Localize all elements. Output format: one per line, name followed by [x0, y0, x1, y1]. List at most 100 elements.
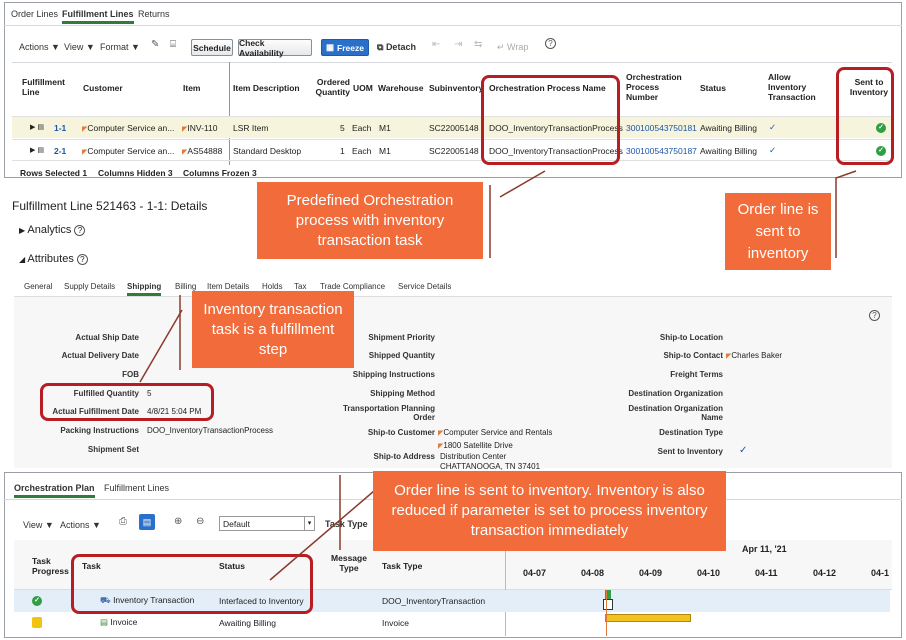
- quantity-cell: 5: [340, 123, 345, 133]
- orchestration-actions-menu[interactable]: Actions ▼: [60, 520, 101, 530]
- gantt-day-label: 04-09: [639, 568, 663, 578]
- tab-tax[interactable]: Tax: [294, 282, 307, 291]
- packing-instructions-label: Packing Instructions: [60, 426, 139, 435]
- wrap-button[interactable]: ↵ Wrap: [497, 42, 528, 53]
- grid-view-icon[interactable]: ▤: [139, 514, 155, 530]
- zoom-in-icon[interactable]: ⊕: [174, 516, 183, 527]
- header-task[interactable]: Task: [82, 561, 101, 571]
- help-icon[interactable]: ?: [74, 225, 86, 236]
- rows-selected: Rows Selected 1: [20, 168, 88, 178]
- header-allow-inventory-transaction[interactable]: Allow Inventory Transaction: [768, 72, 816, 102]
- tab-fulfillment-lines[interactable]: Fulfillment Lines: [62, 9, 134, 24]
- tab-service-details[interactable]: Service Details: [398, 282, 452, 291]
- column-left-icon[interactable]: ⇤: [432, 39, 441, 50]
- zoom-out-icon[interactable]: ⊖: [196, 516, 205, 527]
- tab-general[interactable]: General: [24, 282, 53, 291]
- view-select[interactable]: Default ▾: [219, 516, 315, 531]
- header-task-status[interactable]: Status: [219, 561, 245, 571]
- description-cell: LSR Item: [233, 123, 269, 133]
- process-number-link[interactable]: 300100543750187: [626, 146, 697, 156]
- customer-value: Computer Service an...: [87, 123, 175, 133]
- analytics-section[interactable]: ▶ Analytics ?: [19, 224, 86, 236]
- tab-billing[interactable]: Billing: [175, 282, 197, 291]
- tab-orchestration-fulfillment-lines[interactable]: Fulfillment Lines: [104, 483, 170, 493]
- header-task-progress[interactable]: Task Progress: [32, 556, 69, 576]
- column-swap-icon[interactable]: ⇆: [474, 39, 483, 50]
- process-number-link[interactable]: 300100543750181: [626, 123, 697, 133]
- header-status[interactable]: Status: [700, 83, 726, 93]
- header-fulfillment-line[interactable]: Fulfillment Line: [22, 77, 65, 97]
- tab-order-lines[interactable]: Order Lines: [11, 9, 59, 19]
- tab-item-details[interactable]: Item Details: [207, 282, 250, 291]
- table-row[interactable]: ▶ ▤ 1-1 ◤Computer Service an... ◤INV-110…: [12, 116, 892, 138]
- header-item-description[interactable]: Item Description: [233, 83, 300, 93]
- gantt-day-label: 04-08: [581, 568, 605, 578]
- column-right-icon[interactable]: ⇥: [454, 39, 463, 50]
- highlight-process-name: [481, 75, 620, 165]
- callout-fulfillment-step: Inventory transaction task is a fulfillm…: [192, 291, 354, 368]
- ship-to-customer-value: ◤Computer Service and Rentals: [438, 428, 552, 437]
- actual-delivery-date-label: Actual Delivery Date: [61, 351, 139, 360]
- help-icon[interactable]: ?: [869, 310, 880, 321]
- export-icon[interactable]: ⌸: [170, 39, 176, 50]
- fulfillment-line-link[interactable]: 2-1: [54, 146, 67, 156]
- pending-status-icon: [32, 617, 42, 628]
- help-icon[interactable]: ?: [545, 38, 556, 49]
- header-sent-to-inventory[interactable]: Sent to Inventory: [849, 77, 889, 97]
- tab-holds[interactable]: Holds: [262, 282, 283, 291]
- quantity-cell: 1: [340, 146, 345, 156]
- expand-arrow-icon: ◢: [19, 255, 28, 264]
- item-value: INV-110: [187, 123, 218, 133]
- gantt-month-label: Apr 11, '21: [742, 544, 787, 554]
- header-task-type[interactable]: Task Type: [382, 561, 423, 571]
- table-row[interactable]: ▶ ▤ 2-1 ◤Computer Service an... ◤AS54888…: [12, 139, 892, 161]
- table-row[interactable]: ▤ Invoice Awaiting Billing Invoice: [14, 612, 890, 634]
- row-expand-icon[interactable]: ▶ ▤: [30, 124, 44, 131]
- flag-icon: ◤: [438, 443, 444, 450]
- format-menu[interactable]: Format ▼: [100, 42, 140, 52]
- header-orchestration-process-name[interactable]: Orchestration Process Name: [489, 83, 606, 93]
- header-ordered-quantity[interactable]: Ordered Quantity: [315, 77, 350, 97]
- tab-returns[interactable]: Returns: [138, 9, 170, 19]
- table-row[interactable]: ✓ ⛟ Inventory Transaction Interfaced to …: [14, 590, 890, 612]
- task-status-cell: Awaiting Billing: [219, 618, 277, 628]
- schedule-button[interactable]: Schedule: [191, 39, 233, 56]
- tab-shipping[interactable]: Shipping: [127, 282, 162, 296]
- print-icon[interactable]: ⎙: [119, 516, 127, 527]
- details-title: Fulfillment Line 521463 - 1-1: Details: [12, 199, 208, 213]
- callout-sent-to-inventory: Order line is sent to inventory: [725, 193, 831, 270]
- gantt-day-label: 04-11: [755, 568, 778, 578]
- gantt-divider: [505, 540, 506, 636]
- tab-supply-details[interactable]: Supply Details: [64, 282, 116, 291]
- header-orchestration-process-number[interactable]: Orchestration Process Number: [626, 72, 682, 102]
- gantt-milestone: [605, 590, 611, 599]
- address-line-3: CHATTANOOGA, TN 37401: [440, 462, 541, 471]
- help-icon[interactable]: ?: [76, 254, 88, 265]
- check-availability-button[interactable]: Check Availability: [238, 38, 312, 58]
- header-customer[interactable]: Customer: [83, 83, 123, 93]
- item-cell: ◤AS54888: [182, 146, 222, 156]
- fulfillment-line-link[interactable]: 1-1: [54, 123, 67, 133]
- orchestration-view-menu[interactable]: View ▼: [23, 520, 54, 530]
- tab-trade-compliance[interactable]: Trade Compliance: [320, 282, 386, 291]
- shipment-priority-label: Shipment Priority: [368, 333, 435, 342]
- attributes-section[interactable]: ◢ Attributes ?: [19, 253, 88, 265]
- shipping-instructions-label: Shipping Instructions: [352, 370, 435, 379]
- view-menu[interactable]: View ▼: [64, 42, 95, 52]
- tab-orchestration-plan[interactable]: Orchestration Plan: [14, 483, 95, 498]
- detach-button[interactable]: ⧉ Detach: [377, 42, 416, 53]
- edit-icon[interactable]: ✎: [151, 39, 160, 50]
- gantt-day-label: 04-10: [697, 568, 721, 578]
- destination-type-label: Destination Type: [659, 428, 723, 437]
- actions-menu[interactable]: Actions ▼: [19, 42, 60, 52]
- row-expand-icon[interactable]: ▶ ▤: [30, 147, 44, 154]
- gantt-bar: [605, 614, 691, 622]
- ship-to-location-label: Ship-to Location: [659, 333, 723, 342]
- header-item[interactable]: Item: [183, 83, 201, 93]
- header-warehouse[interactable]: Warehouse: [378, 83, 424, 93]
- freeze-button[interactable]: ▦ Freeze: [321, 39, 369, 56]
- detach-icon: ⧉: [377, 42, 386, 52]
- header-message-type[interactable]: Message Type: [331, 553, 367, 573]
- header-subinventory[interactable]: Subinventory: [429, 83, 481, 93]
- header-uom[interactable]: UOM: [353, 83, 373, 93]
